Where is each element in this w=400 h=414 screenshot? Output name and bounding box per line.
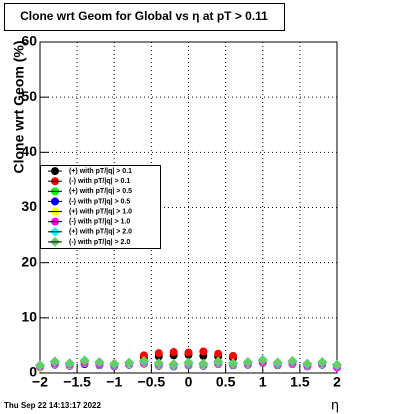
- footer-date: Thu Sep 22 14:13:17 2022: [4, 401, 101, 410]
- data-point: [332, 359, 342, 370]
- legend-label: (+) with pT/|q| > 0.5: [69, 188, 132, 195]
- x-tick-label: 1.5: [290, 374, 310, 390]
- data-point: [228, 358, 239, 369]
- title-box: [4, 3, 285, 31]
- y-axis-label: Clone wrt Geom (%): [11, 40, 27, 173]
- x-axis-label: η: [331, 397, 339, 413]
- data-point: [302, 358, 313, 369]
- y-tick-label: 20: [21, 253, 37, 269]
- legend-label: (+) with pT/|q| > 0.1: [69, 168, 132, 175]
- legend-label: (-) with pT/|q| > 0.5: [69, 198, 130, 205]
- legend-label: (-) with pT/|q| > 1.0: [69, 219, 130, 226]
- data-point: [257, 355, 268, 366]
- data-point: [153, 358, 164, 369]
- data-point: [183, 357, 194, 368]
- chart-title: Clone wrt Geom for Global vs η at pT > 0…: [20, 9, 268, 23]
- data-point: [198, 358, 209, 369]
- data-point: [94, 356, 105, 367]
- data-point: [272, 357, 283, 368]
- y-tick-label: 30: [21, 198, 37, 214]
- data-point: [138, 355, 149, 366]
- legend-label: (-) with pT/|q| > 0.1: [69, 178, 130, 185]
- data-point: [35, 360, 45, 371]
- data-point: [168, 359, 179, 370]
- data-point: [317, 356, 328, 367]
- data-point: [109, 358, 120, 369]
- data-point: [214, 349, 223, 358]
- data-point: [124, 357, 135, 368]
- data-point: [49, 356, 60, 367]
- legend-label: (+) with pT/|q| > 1.0: [69, 208, 132, 215]
- data-point: [154, 349, 163, 358]
- data-point: [64, 358, 75, 369]
- data-point: [287, 355, 298, 366]
- data-point: [199, 347, 208, 356]
- x-tick-label: −0.5: [138, 374, 166, 390]
- legend-label: (-) with pT/|q| > 2.0: [69, 239, 130, 246]
- x-tick-label: 1: [259, 374, 267, 390]
- x-tick-label: −2: [32, 374, 48, 390]
- x-tick-label: 0: [185, 374, 193, 390]
- data-point: [79, 355, 90, 366]
- x-tick-label: −1.5: [63, 374, 91, 390]
- data-point: [169, 348, 178, 357]
- y-tick-label: 60: [21, 33, 37, 49]
- x-tick-label: −1: [106, 374, 122, 390]
- data-point: [242, 356, 253, 367]
- data-point: [213, 356, 224, 367]
- data-point: [139, 351, 148, 360]
- y-tick-label: 0: [29, 364, 37, 380]
- x-tick-label: 0.5: [216, 374, 236, 390]
- y-tick-label: 50: [21, 88, 37, 104]
- legend-box: [40, 165, 161, 249]
- legend-label: (+) with pT/|q| > 2.0: [69, 229, 132, 236]
- x-tick-label: 2: [333, 374, 341, 390]
- data-point: [229, 351, 238, 360]
- y-tick-label: 10: [21, 309, 37, 325]
- data-point: [184, 348, 193, 357]
- y-tick-label: 40: [21, 143, 37, 159]
